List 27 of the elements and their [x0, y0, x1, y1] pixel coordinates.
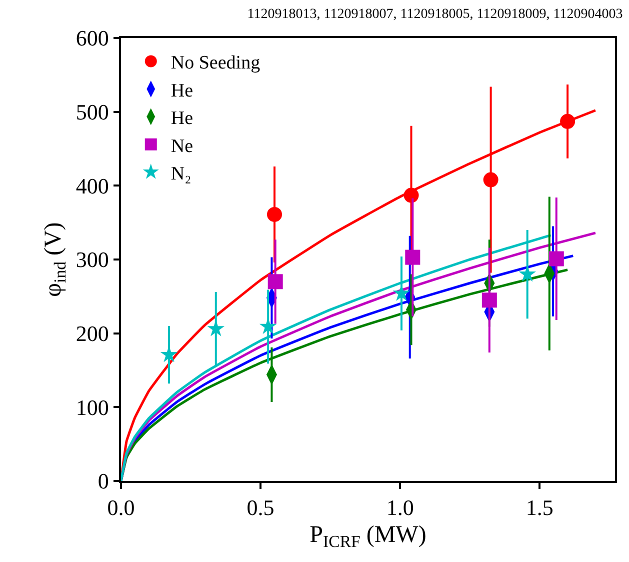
x-tick-label: 1.0: [386, 495, 414, 520]
point: [405, 250, 420, 265]
y-tick-label: 100: [76, 394, 109, 420]
y-tick-label: 500: [76, 100, 109, 125]
point: [267, 206, 282, 222]
legend-label: He: [170, 80, 194, 102]
chart-title: 1120918013, 1120918007, 1120918005, 1120918009, 1120904003: [247, 7, 623, 22]
y-tick-label: 600: [76, 26, 109, 51]
legend-label: No Seeding: [170, 52, 261, 74]
y-tick-label: 200: [76, 321, 109, 346]
point: [548, 251, 564, 266]
point: [404, 188, 419, 203]
y-tick-label: 300: [76, 247, 109, 272]
point: [482, 292, 497, 308]
y-tick-label: 400: [76, 173, 109, 198]
legend-label: He: [170, 108, 194, 130]
legend-label: Ne: [170, 136, 194, 157]
x-tick-label: 0.5: [246, 495, 274, 520]
point: [259, 318, 277, 334]
x-tick-label: 0.0: [107, 495, 135, 520]
y-tick-label: 0: [98, 468, 109, 494]
point: [560, 114, 576, 129]
x-axis-title: P$_{ICRF}$ (MW): [310, 522, 426, 551]
point: [483, 172, 498, 188]
legend-label: N₂: [170, 163, 192, 184]
x-tick-label: 1.5: [526, 495, 554, 520]
point: [268, 274, 283, 290]
